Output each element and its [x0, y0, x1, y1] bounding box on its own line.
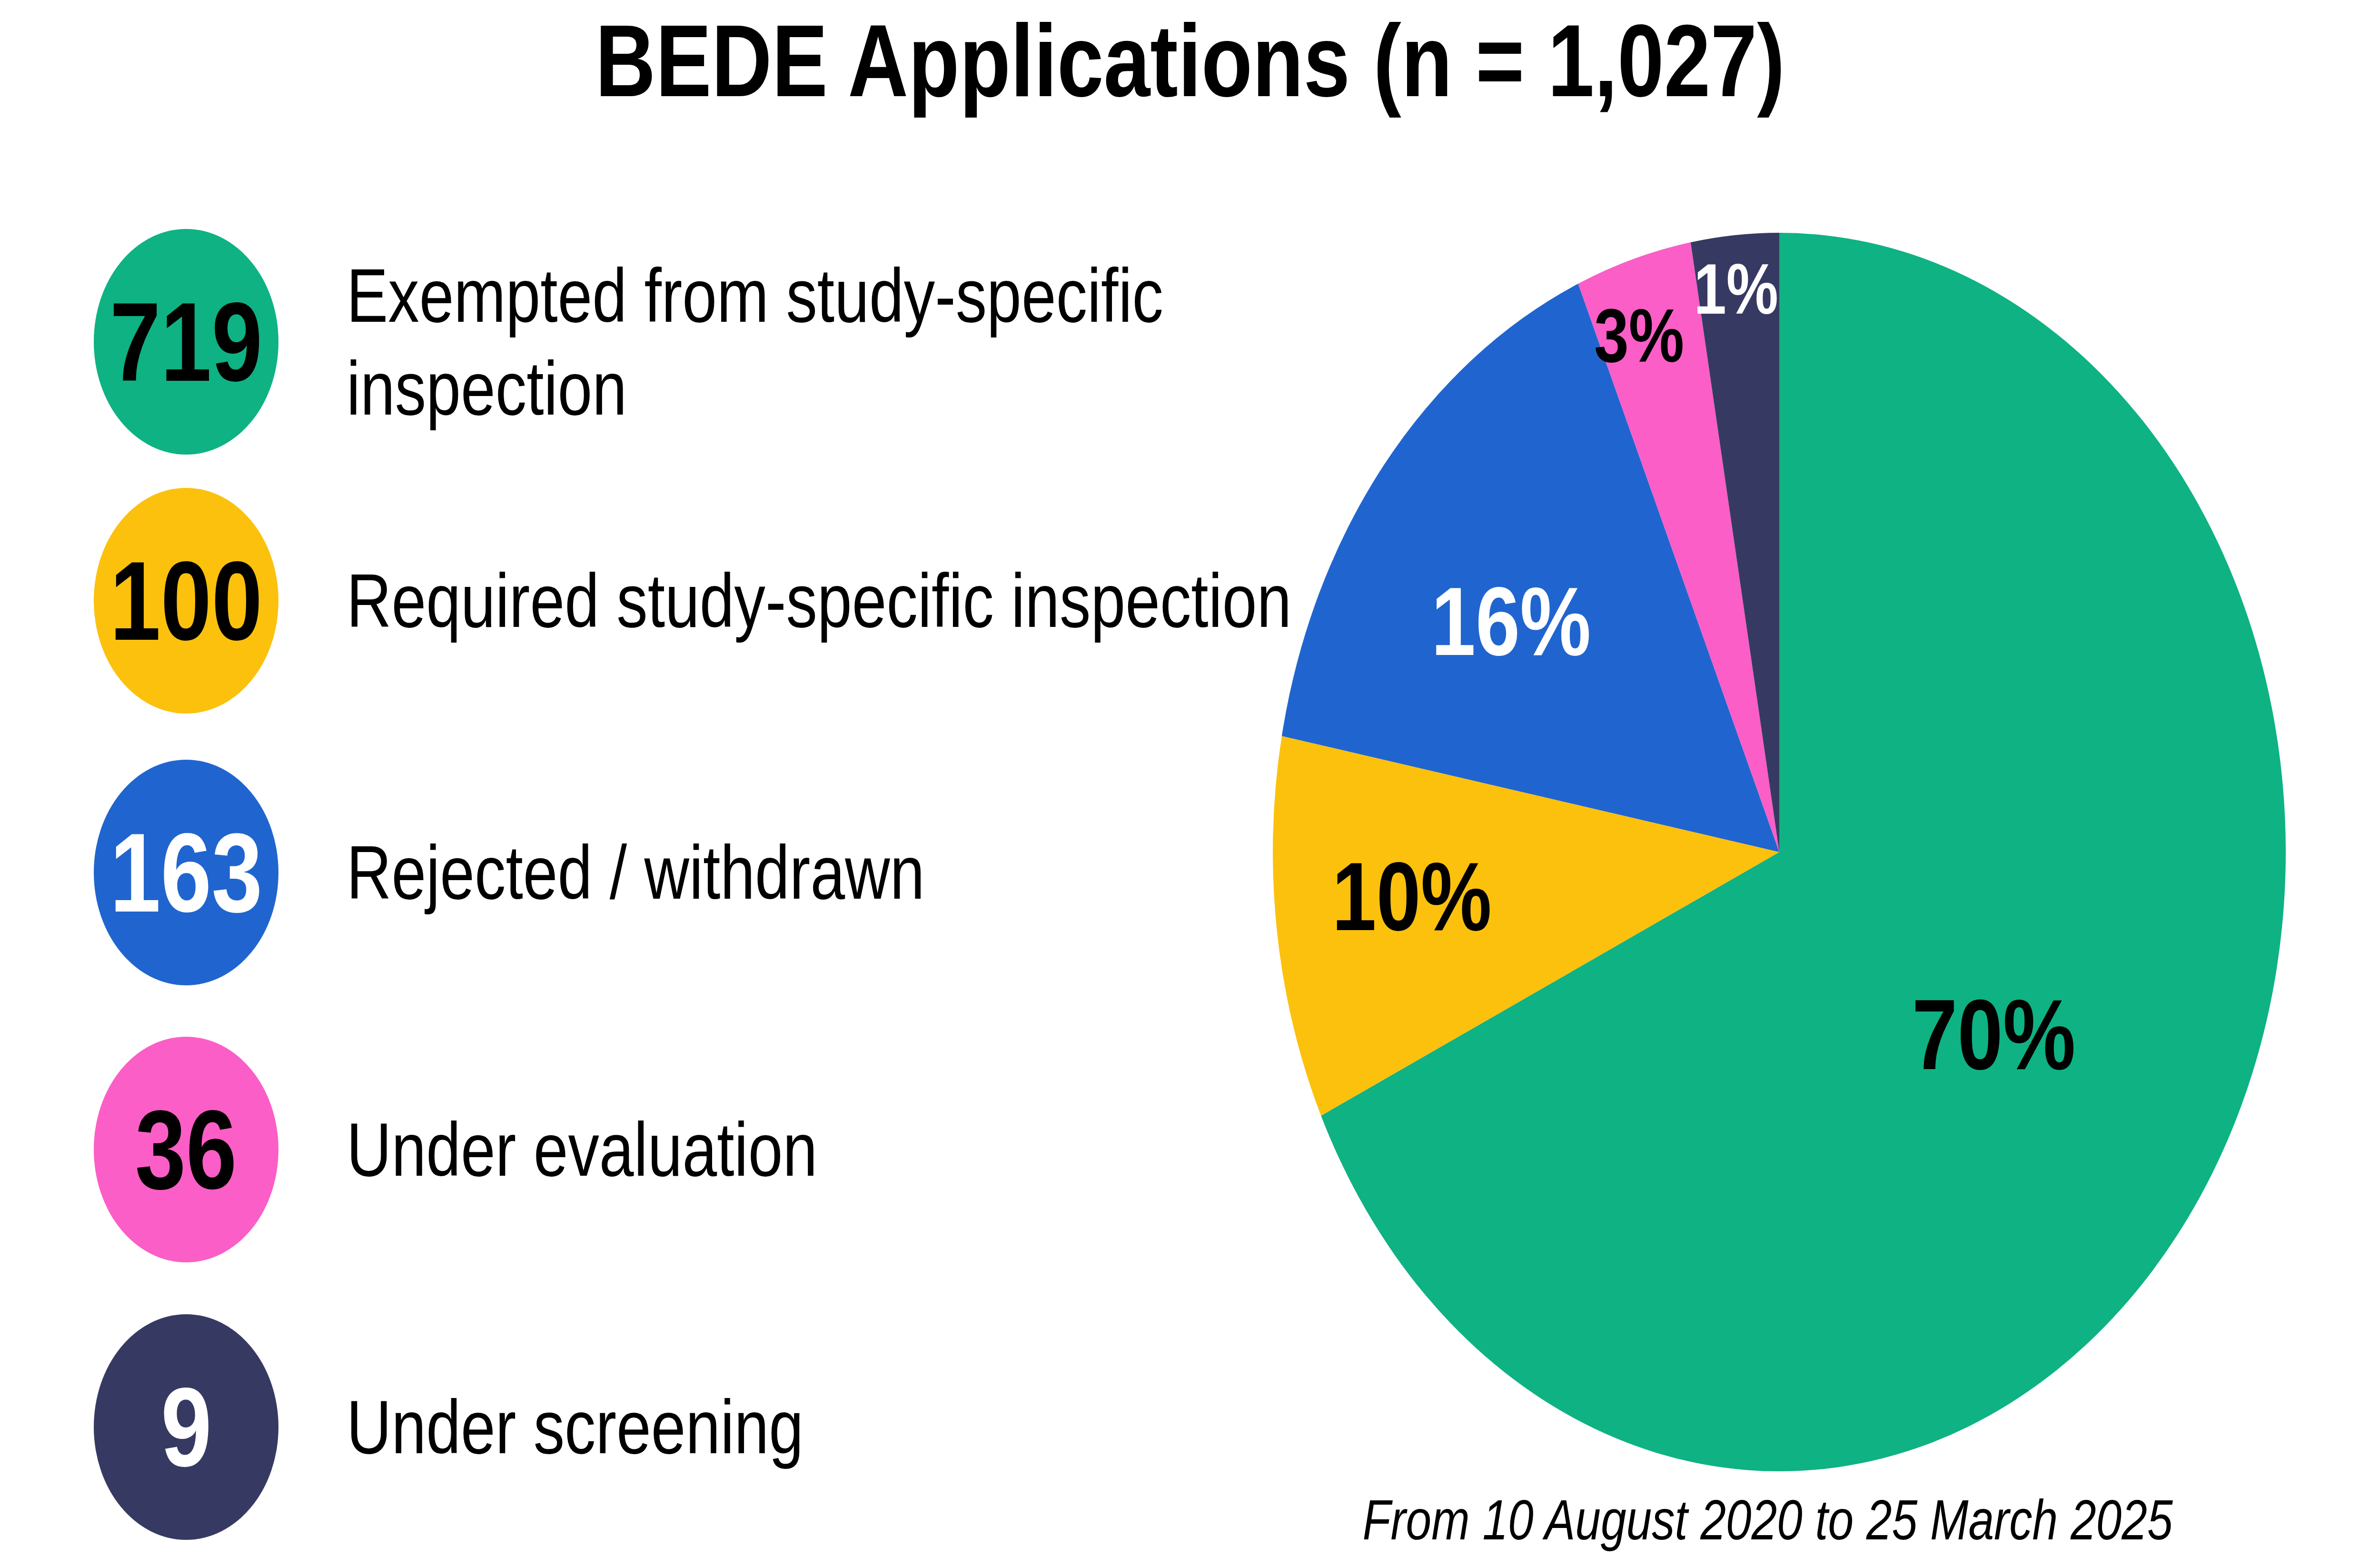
pie-percent-label: 3%: [1594, 293, 1684, 378]
legend-count: 163: [110, 808, 263, 937]
pie-chart-figure: BEDE Applications (n = 1,027) 719 Exempte…: [0, 0, 2335, 1557]
legend-color-circle: 36: [94, 1037, 278, 1262]
pie-percent-label: 10%: [1332, 842, 1492, 951]
pie-percent-label: 16%: [1431, 566, 1591, 676]
legend-label: Rejected / withdrawn: [347, 826, 1417, 919]
legend-count: 9: [161, 1363, 212, 1492]
chart-title-text: BEDE Applications (n = 1,027): [595, 2, 1785, 119]
legend-color-circle: 719: [94, 229, 278, 455]
legend-count: 100: [110, 536, 263, 665]
date-range-note: From 10 August 2020 to 25 March 2025: [1363, 1488, 2173, 1552]
legend-count: 719: [110, 278, 263, 407]
legend-color-circle: 163: [94, 760, 278, 985]
legend-label: Exempted from study-specific inspection: [347, 249, 1417, 435]
legend-color-circle: 9: [94, 1314, 278, 1540]
chart-title: BEDE Applications (n = 1,027): [45, 2, 2335, 119]
legend-label: Under screening: [347, 1380, 1417, 1473]
legend-label: Under evaluation: [347, 1103, 1417, 1196]
pie-percent-label: 70%: [1912, 978, 2076, 1090]
legend-color-circle: 100: [94, 488, 278, 714]
legend-label: Required study-specific inspection: [347, 554, 1417, 647]
pie-chart: 70% 10% 16% 3%1%: [1273, 233, 2286, 1471]
legend-count: 36: [135, 1085, 237, 1214]
pie-percent-label: 1%: [1694, 249, 1778, 328]
